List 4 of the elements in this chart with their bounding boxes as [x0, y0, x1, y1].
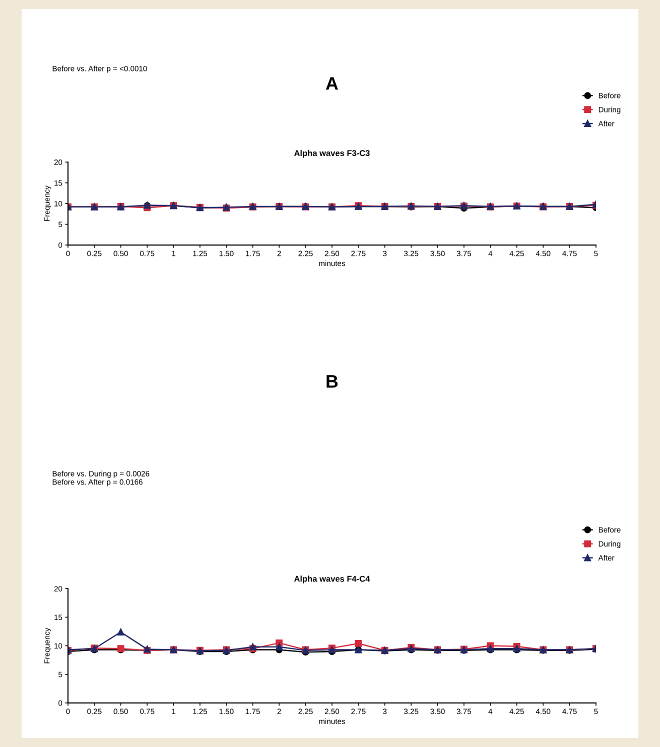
- chart-subtitle: Alpha waves F3-C3: [294, 150, 370, 158]
- chart-subtitle: Alpha waves F4-C4: [294, 576, 370, 584]
- chart-title: B: [326, 375, 338, 388]
- chart-title: A: [326, 77, 338, 90]
